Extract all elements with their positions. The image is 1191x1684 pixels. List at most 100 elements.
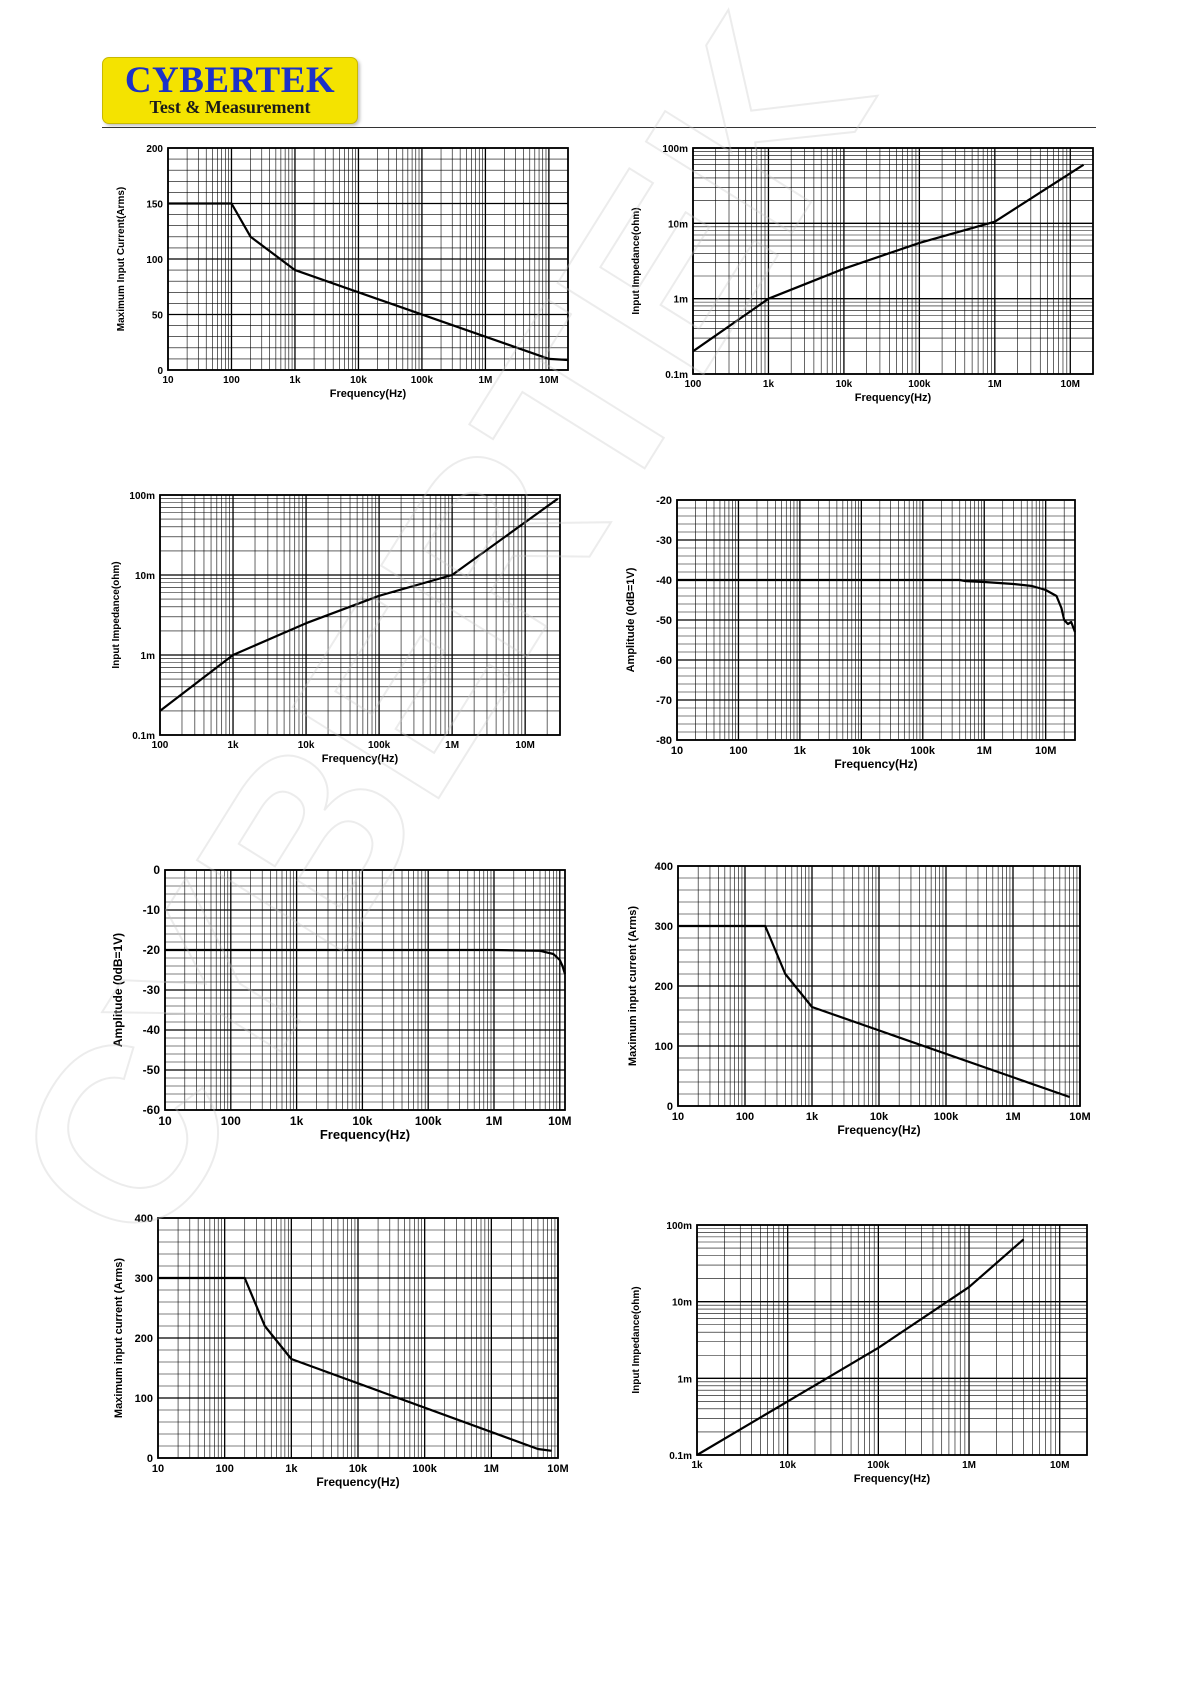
- x-tick-label: 10k: [350, 375, 367, 386]
- x-tick-label: 1M: [977, 745, 992, 757]
- grid: [164, 869, 565, 1111]
- grid: [692, 147, 1094, 375]
- y-axis-label: Amplitude (0dB=1V): [625, 567, 637, 672]
- header-divider: [102, 127, 1096, 128]
- x-tick-label: 100k: [867, 1460, 890, 1471]
- y-tick-label: 0: [157, 366, 163, 377]
- x-tick-label: 10M: [1061, 379, 1080, 390]
- x-tick-label: 1M: [478, 375, 492, 386]
- y-tick-label: 200: [146, 144, 163, 155]
- plot-frame: [696, 1224, 1088, 1456]
- y-tick-label: -60: [143, 1103, 161, 1117]
- y-axis-label: Input Impedance(ohm): [111, 561, 122, 668]
- y-tick-label: 400: [135, 1213, 153, 1225]
- x-tick-label: 1M: [484, 1463, 499, 1475]
- x-tick-label: 100k: [934, 1111, 959, 1123]
- y-tick-label: 1m: [674, 295, 689, 306]
- series-line: [159, 497, 559, 712]
- y-tick-label: 100: [135, 1393, 153, 1405]
- x-tick-label: 1k: [763, 379, 775, 390]
- x-tick-label: 10k: [779, 1460, 796, 1471]
- x-tick-label: 10M: [1069, 1111, 1090, 1123]
- x-tick-label: 1k: [289, 375, 301, 386]
- x-tick-label: 10: [162, 375, 174, 386]
- x-tick-label: 100: [729, 745, 747, 757]
- chart-amplitude-1: 10 100 1k 10k 100k 1M 10M -20 -30 -40 -50 -60 -70 -80…: [625, 495, 1077, 771]
- y-tick-label: 100: [146, 255, 163, 266]
- brand-logo: CYBERTEK Test & Measurement: [102, 57, 358, 124]
- chart-max-input-current-3: 10 100 1k 10k 100k 1M 10M 0 100 200 300 400 Frequenc…: [113, 1213, 569, 1489]
- chart-input-impedance-2: 100 1k 10k 100k 1M 10M 0.1m 1m 10m 100m Frequency(…: [111, 491, 561, 765]
- y-tick-label: -30: [656, 535, 672, 547]
- chart-max-input-current-2: 10 100 1k 10k 100k 1M 10M 0 100 200 300 400 Frequenc…: [627, 861, 1091, 1137]
- y-tick-label: -30: [143, 983, 161, 997]
- x-tick-label: 10k: [352, 1114, 372, 1128]
- x-tick-label: 100k: [415, 1114, 442, 1128]
- y-tick-label: -80: [656, 735, 672, 747]
- chart-input-impedance-3: 1k 10k 100k 1M 10M 0.1m 1m 10m 100m Frequency(Hz)…: [631, 1221, 1088, 1485]
- brand-name: CYBERTEK: [124, 60, 336, 101]
- chart-max-input-current-1: 10 100 1k 10k 100k 1M 10M 0 50 100 150 200 Frequency…: [116, 144, 569, 400]
- x-tick-label: 10M: [1035, 745, 1056, 757]
- y-tick-label: 0: [667, 1101, 673, 1113]
- y-axis-label: Input Impedance(ohm): [631, 1286, 642, 1393]
- series-line: [165, 948, 567, 975]
- x-tick-label: 1k: [806, 1111, 819, 1123]
- x-tick-label: 1M: [1005, 1111, 1020, 1123]
- plot-frame: [157, 1217, 559, 1459]
- x-tick-label: 100k: [911, 745, 936, 757]
- series-line: [677, 578, 1077, 633]
- y-tick-label: 0.1m: [665, 370, 688, 381]
- plot-frame: [677, 865, 1081, 1107]
- y-tick-label: 400: [655, 861, 673, 873]
- y-tick-label: -20: [656, 495, 672, 507]
- x-tick-label: 1k: [227, 740, 239, 751]
- brand-tagline: Test & Measurement: [149, 97, 311, 117]
- y-tick-label: 300: [135, 1273, 153, 1285]
- y-axis-label: Maximum input current (Arms): [113, 1258, 125, 1418]
- x-tick-label: 10: [672, 1111, 684, 1123]
- x-tick-label: 1k: [285, 1463, 298, 1475]
- x-tick-label: 10k: [349, 1463, 368, 1475]
- x-axis-label: Frequency(Hz): [854, 1473, 931, 1485]
- y-axis-label: Maximum input current (Arms): [627, 906, 639, 1066]
- x-tick-label: 1M: [486, 1114, 503, 1128]
- x-tick-label: 100: [685, 379, 702, 390]
- grid: [676, 499, 1076, 741]
- y-tick-label: 0: [147, 1453, 153, 1465]
- plot-frame: [692, 147, 1094, 375]
- series-line: [158, 1276, 552, 1452]
- y-tick-label: -70: [656, 695, 672, 707]
- y-tick-label: -20: [143, 943, 161, 957]
- y-tick-label: 100m: [666, 1221, 692, 1232]
- x-tick-label: 10M: [548, 1114, 571, 1128]
- y-tick-label: 150: [146, 200, 163, 211]
- x-axis-label: Frequency(Hz): [330, 388, 407, 400]
- y-axis-label: Amplitude (0dB=1V): [111, 933, 125, 1047]
- y-tick-label: -10: [143, 903, 161, 917]
- x-tick-label: 100k: [411, 375, 434, 386]
- y-axis-label: Maximum Input Current(Arms): [116, 187, 127, 331]
- plot-frame: [159, 494, 561, 736]
- x-tick-label: 100: [215, 1463, 233, 1475]
- y-tick-label: -40: [656, 575, 672, 587]
- x-tick-label: 1k: [691, 1460, 703, 1471]
- y-tick-label: -60: [656, 655, 672, 667]
- x-tick-label: 1k: [794, 745, 807, 757]
- grid: [159, 494, 561, 736]
- chart-amplitude-2: 10 100 1k 10k 100k 1M 10M 0 -10 -20 -30 -40 -50 -60 Fr…: [111, 863, 571, 1142]
- y-tick-label: 50: [152, 311, 164, 322]
- x-axis-label: Frequency(Hz): [316, 1475, 399, 1489]
- x-tick-label: 10k: [852, 745, 871, 757]
- x-tick-label: 100k: [412, 1463, 437, 1475]
- x-tick-label: 10k: [870, 1111, 889, 1123]
- plot-frame: [167, 147, 569, 371]
- series-line: [696, 1238, 1025, 1456]
- x-axis-label: Frequency(Hz): [834, 757, 917, 771]
- x-tick-label: 100: [223, 375, 240, 386]
- x-tick-label: 1k: [290, 1114, 304, 1128]
- x-tick-label: 10: [152, 1463, 164, 1475]
- x-tick-label: 100: [221, 1114, 241, 1128]
- y-tick-label: 100m: [129, 491, 155, 502]
- y-tick-label: 10m: [135, 571, 155, 582]
